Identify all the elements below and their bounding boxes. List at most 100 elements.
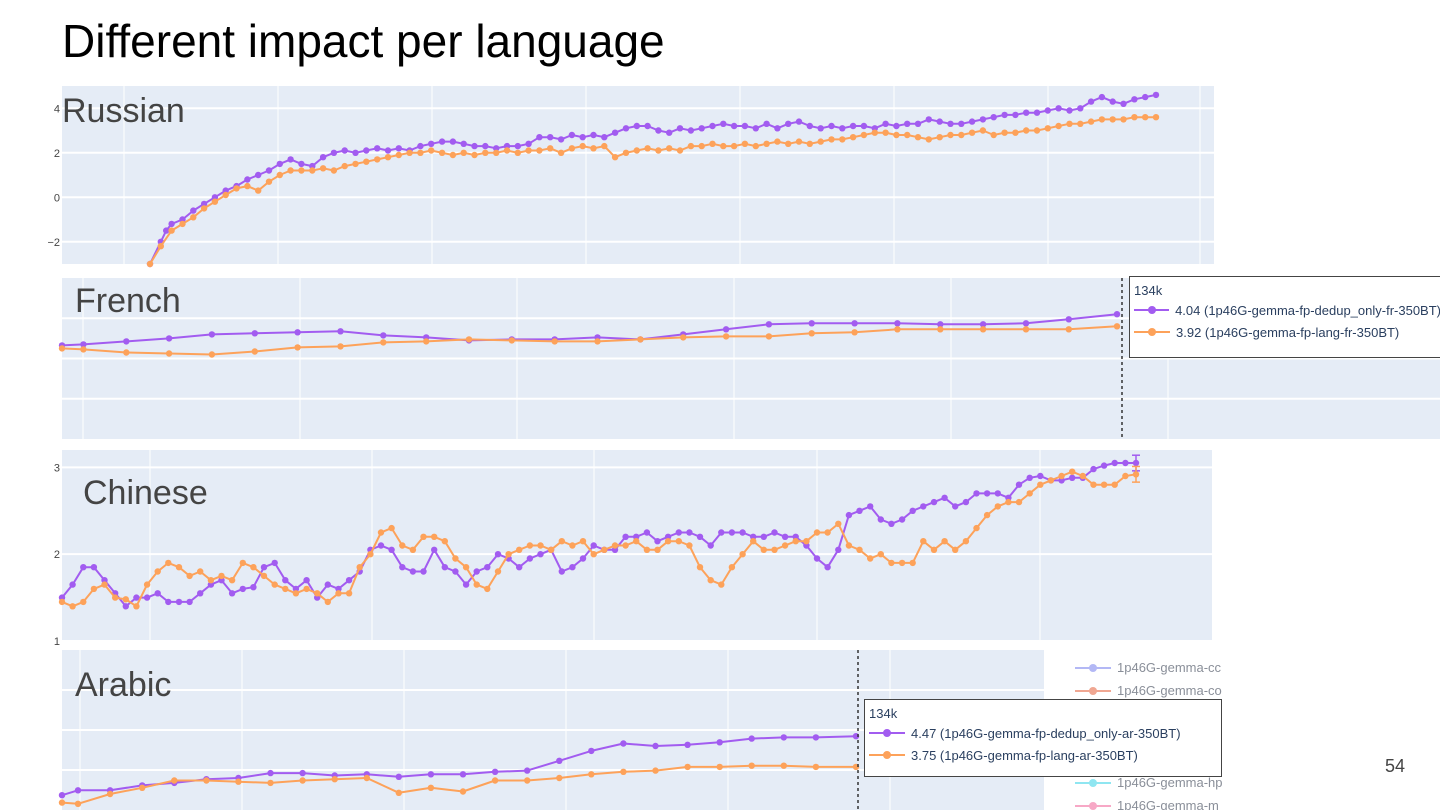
- russian-purple-point: [255, 171, 262, 179]
- french-orange-point: [251, 348, 258, 355]
- russian-purple-point: [1131, 96, 1138, 103]
- russian-orange-point: [341, 162, 348, 170]
- chinese-orange-point: [803, 538, 810, 545]
- arabic-hover-row-purple: 4.47 (1p46G-gemma-fp-dedup_only-ar-350BT…: [865, 722, 1221, 744]
- chinese-purple-point: [441, 564, 448, 571]
- russian-chart-panel: −2 0 2 4: [47, 86, 1214, 268]
- russian-orange-point: [763, 140, 770, 147]
- chinese-purple-point: [760, 533, 767, 540]
- chinese-purple-point: [377, 542, 385, 549]
- chinese-orange-point: [558, 538, 565, 545]
- chinese-orange-point: [271, 581, 278, 588]
- legend-swatch: [1075, 686, 1111, 696]
- russian-purple-point: [330, 149, 338, 156]
- chinese-purple-point: [165, 598, 172, 606]
- chinese-purple-point: [1037, 472, 1044, 480]
- chinese-purple-point: [1122, 459, 1129, 467]
- russian-purple-point: [644, 122, 651, 130]
- chinese-purple-point: [579, 555, 587, 562]
- french-purple-point: [894, 320, 901, 327]
- arabic-purple-point: [58, 792, 66, 799]
- russian-purple-point: [817, 125, 824, 132]
- russian-orange-point: [990, 131, 997, 139]
- russian-orange-point: [849, 134, 857, 141]
- russian-orange-point: [406, 149, 413, 156]
- chinese-orange-point: [664, 538, 672, 545]
- french-purple-point: [251, 330, 258, 337]
- russian-orange-point: [644, 145, 651, 152]
- chinese-orange-point: [122, 596, 129, 603]
- russian-orange-point: [795, 138, 803, 145]
- russian-orange-point: [1066, 120, 1073, 127]
- arabic-orange-point: [524, 777, 531, 784]
- french-orange-point: [680, 334, 687, 341]
- legend-label: 1p46G-gemma-m: [1117, 798, 1219, 810]
- chinese-orange-point: [750, 538, 757, 545]
- legend-item[interactable]: 1p46G-gemma-co: [1075, 679, 1240, 702]
- french-orange-point: [594, 338, 601, 345]
- chinese-orange-point: [441, 538, 448, 545]
- russian-orange-point: [925, 136, 932, 143]
- russian-purple-point: [709, 122, 716, 130]
- russian-purple-point: [471, 142, 478, 150]
- chinese-orange-point: [771, 546, 778, 553]
- russian-purple-point: [806, 122, 813, 130]
- russian-purple-point: [449, 138, 457, 145]
- french-purple-point: [1022, 320, 1030, 327]
- russian-purple-point: [536, 134, 543, 141]
- french-purple-point: [851, 320, 858, 327]
- russian-orange-point: [233, 185, 240, 192]
- chinese-orange-point: [590, 551, 597, 558]
- arabic-purple-point: [780, 734, 787, 741]
- french-orange-point: [765, 333, 773, 340]
- russian-purple-point: [741, 122, 749, 130]
- chinese-orange-point: [569, 542, 576, 549]
- russian-purple-point: [568, 131, 576, 139]
- french-purple-point: [808, 320, 815, 327]
- legend-item[interactable]: 1p46G-gemma-hp: [1075, 771, 1240, 794]
- chinese-orange-point: [505, 551, 512, 558]
- russian-purple-point: [1087, 98, 1095, 105]
- russian-purple-point: [1023, 109, 1030, 116]
- russian-purple-point: [936, 118, 943, 125]
- chinese-orange-point: [420, 533, 427, 540]
- russian-purple-point: [622, 125, 630, 132]
- russian-purple-point: [611, 129, 619, 136]
- arabic-purple-point: [427, 771, 435, 778]
- russian-orange-point: [709, 140, 716, 147]
- purple-series-swatch: [1134, 305, 1170, 315]
- russian-orange-point: [687, 142, 695, 150]
- chinese-orange-point: [324, 598, 331, 606]
- french-hover-tooltip: 134k 4.04 (1p46G-gemma-fp-dedup_only-fr-…: [1129, 276, 1440, 358]
- russian-purple-point: [795, 118, 803, 125]
- legend-item[interactable]: 1p46G-gemma-m: [1075, 794, 1240, 810]
- arabic-chart-label: Arabic: [75, 666, 172, 704]
- russian-orange-point: [828, 136, 835, 143]
- chinese-orange-point: [260, 572, 268, 580]
- arabic-orange-point: [235, 778, 242, 785]
- chinese-purple-point: [537, 551, 544, 558]
- russian-purple-point: [849, 122, 857, 130]
- russian-purple-point: [774, 125, 781, 132]
- chinese-orange-point: [388, 524, 395, 532]
- russian-purple-point: [211, 194, 219, 201]
- russian-purple-point: [730, 122, 738, 130]
- russian-orange-point: [503, 147, 511, 154]
- legend-item[interactable]: 1p46G-gemma-cc: [1075, 656, 1240, 679]
- russian-orange-point: [774, 138, 781, 145]
- chinese-orange-point: [920, 538, 927, 545]
- chinese-orange-point: [654, 546, 661, 553]
- russian-purple-point: [1055, 105, 1062, 112]
- russian-orange-point: [482, 149, 489, 156]
- chinese-purple-point: [1100, 462, 1108, 469]
- russian-orange-point: [579, 142, 586, 150]
- russian-orange-point: [179, 220, 186, 228]
- chinese-orange-point: [356, 564, 363, 571]
- chinese-purple-point: [994, 490, 1001, 497]
- french-purple-point: [1113, 311, 1121, 318]
- russian-orange-point: [1033, 127, 1041, 134]
- chinese-purple-point: [856, 507, 863, 514]
- french-hover-value-purple: 4.04 (1p46G-gemma-fp-dedup_only-fr-350BT…: [1175, 302, 1440, 318]
- chinese-orange-point: [1069, 468, 1076, 475]
- arabic-hover-value-orange: 3.75 (1p46G-gemma-fp-lang-ar-350BT): [911, 747, 1138, 763]
